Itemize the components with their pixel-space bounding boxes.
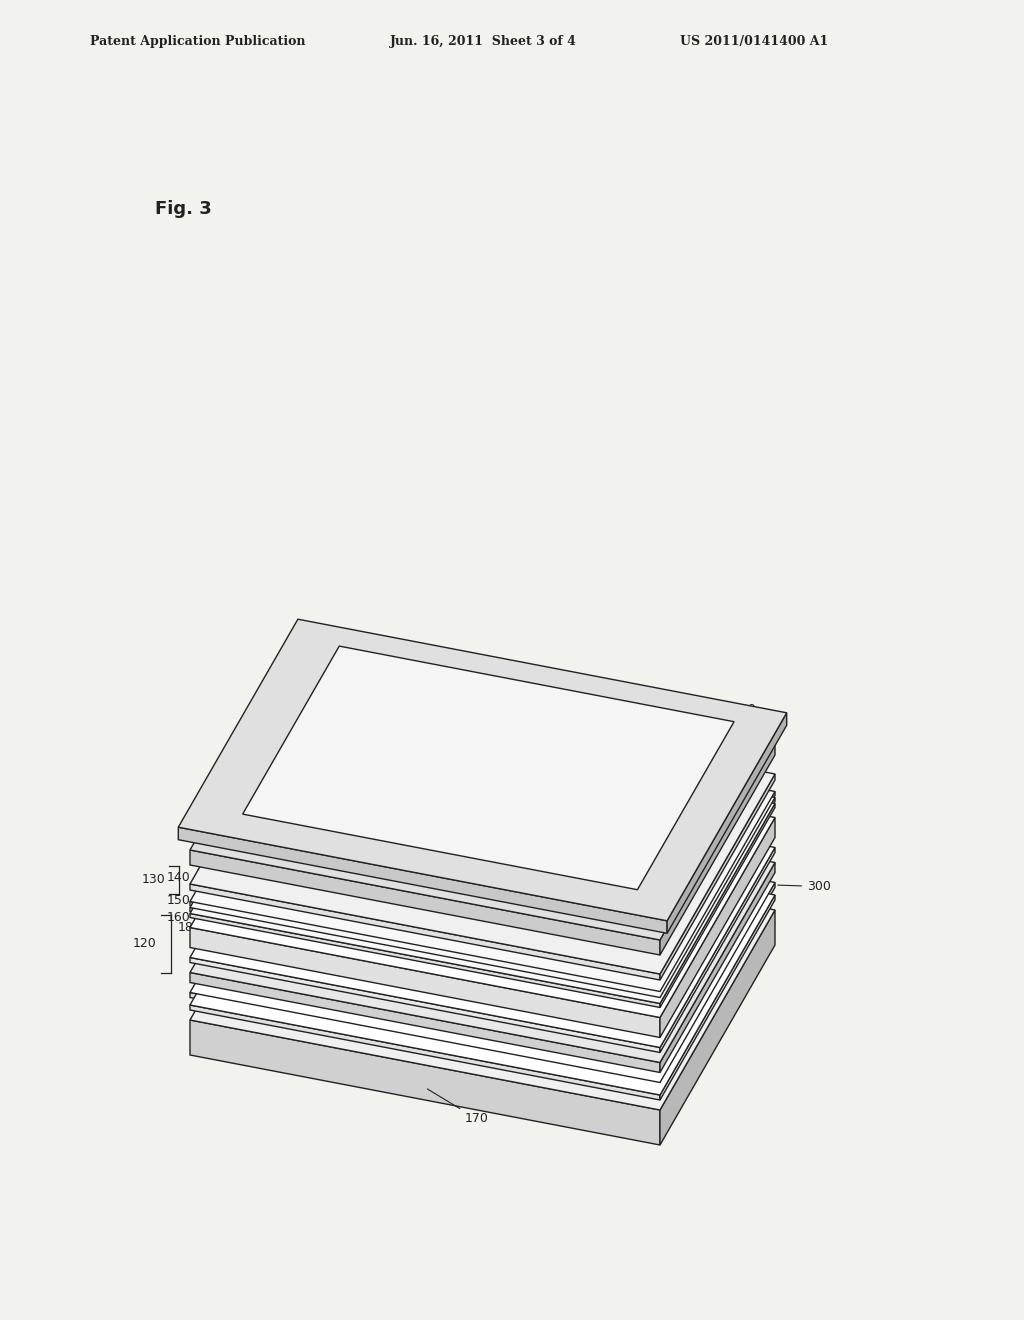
Polygon shape <box>308 946 332 960</box>
Text: 133: 133 <box>209 880 230 891</box>
Polygon shape <box>508 895 531 908</box>
Text: 300: 300 <box>778 880 830 894</box>
Polygon shape <box>190 850 660 954</box>
Polygon shape <box>660 847 775 1052</box>
Text: 140: 140 <box>167 871 190 884</box>
Text: 170: 170 <box>427 1089 488 1126</box>
Polygon shape <box>530 855 554 869</box>
Polygon shape <box>457 886 480 899</box>
Polygon shape <box>564 995 588 1008</box>
Polygon shape <box>660 774 775 979</box>
Polygon shape <box>660 741 775 954</box>
Polygon shape <box>243 840 628 925</box>
Polygon shape <box>462 975 485 989</box>
Text: 131: 131 <box>209 869 230 879</box>
Polygon shape <box>190 913 660 1007</box>
Polygon shape <box>614 1005 638 1018</box>
Polygon shape <box>190 993 660 1088</box>
Polygon shape <box>243 676 722 913</box>
Polygon shape <box>258 936 282 949</box>
Polygon shape <box>660 909 775 1144</box>
Text: Patent Application Publication: Patent Application Publication <box>90 36 305 48</box>
Polygon shape <box>190 727 775 1018</box>
Text: 100: 100 <box>332 725 355 764</box>
Text: Jun. 16, 2011  Sheet 3 of 4: Jun. 16, 2011 Sheet 3 of 4 <box>390 36 577 48</box>
Polygon shape <box>582 865 605 878</box>
Polygon shape <box>411 965 434 979</box>
Polygon shape <box>237 866 632 946</box>
Text: US 2011/0141400 A1: US 2011/0141400 A1 <box>680 36 828 48</box>
Polygon shape <box>660 797 775 1002</box>
Polygon shape <box>243 814 638 900</box>
Polygon shape <box>281 896 304 909</box>
Polygon shape <box>632 774 728 946</box>
Polygon shape <box>660 817 775 1038</box>
Polygon shape <box>190 792 775 1082</box>
Polygon shape <box>190 902 660 995</box>
Text: r: r <box>592 799 638 820</box>
Polygon shape <box>190 908 660 1002</box>
Polygon shape <box>660 924 684 939</box>
Polygon shape <box>378 826 401 840</box>
Polygon shape <box>660 883 775 1088</box>
Polygon shape <box>243 645 734 890</box>
Polygon shape <box>354 866 378 879</box>
Polygon shape <box>434 925 458 939</box>
Polygon shape <box>190 714 775 1003</box>
Text: I: I <box>357 863 395 879</box>
Polygon shape <box>190 708 775 998</box>
Polygon shape <box>190 805 775 1096</box>
Polygon shape <box>587 954 610 968</box>
Polygon shape <box>190 758 775 1048</box>
Polygon shape <box>178 828 667 933</box>
Polygon shape <box>190 973 660 1072</box>
Text: 132: 132 <box>209 874 230 884</box>
Polygon shape <box>513 985 537 998</box>
Polygon shape <box>628 750 722 925</box>
Polygon shape <box>684 884 708 898</box>
Polygon shape <box>484 935 508 949</box>
Polygon shape <box>190 1020 660 1144</box>
Polygon shape <box>190 928 660 1038</box>
Polygon shape <box>638 722 734 900</box>
Text: 130: 130 <box>141 873 165 886</box>
Polygon shape <box>190 884 660 979</box>
Text: Fig. 3: Fig. 3 <box>155 201 212 218</box>
Polygon shape <box>190 957 660 1052</box>
Polygon shape <box>609 915 634 928</box>
Polygon shape <box>559 906 583 919</box>
Polygon shape <box>667 713 786 933</box>
Polygon shape <box>190 820 775 1110</box>
Polygon shape <box>479 845 503 859</box>
Polygon shape <box>190 701 775 991</box>
Polygon shape <box>660 792 775 995</box>
Polygon shape <box>638 965 662 978</box>
Polygon shape <box>536 945 559 958</box>
Polygon shape <box>660 895 775 1100</box>
Text: 150: 150 <box>167 894 190 907</box>
Polygon shape <box>660 804 775 1007</box>
Polygon shape <box>383 916 407 929</box>
Polygon shape <box>190 649 775 940</box>
Polygon shape <box>327 816 350 829</box>
Text: 120: 120 <box>133 937 157 950</box>
Polygon shape <box>633 875 656 888</box>
Polygon shape <box>178 619 786 921</box>
Polygon shape <box>406 875 429 890</box>
Polygon shape <box>332 906 355 919</box>
Polygon shape <box>190 1005 660 1100</box>
Polygon shape <box>359 956 383 969</box>
Text: 190: 190 <box>708 702 757 733</box>
Polygon shape <box>303 857 328 870</box>
Polygon shape <box>660 862 775 1072</box>
Polygon shape <box>190 684 775 974</box>
Polygon shape <box>190 772 775 1063</box>
Text: 110: 110 <box>196 859 219 888</box>
Polygon shape <box>237 698 728 941</box>
Polygon shape <box>429 836 453 849</box>
Text: 160: 160 <box>167 911 190 924</box>
Text: 180: 180 <box>178 921 202 935</box>
